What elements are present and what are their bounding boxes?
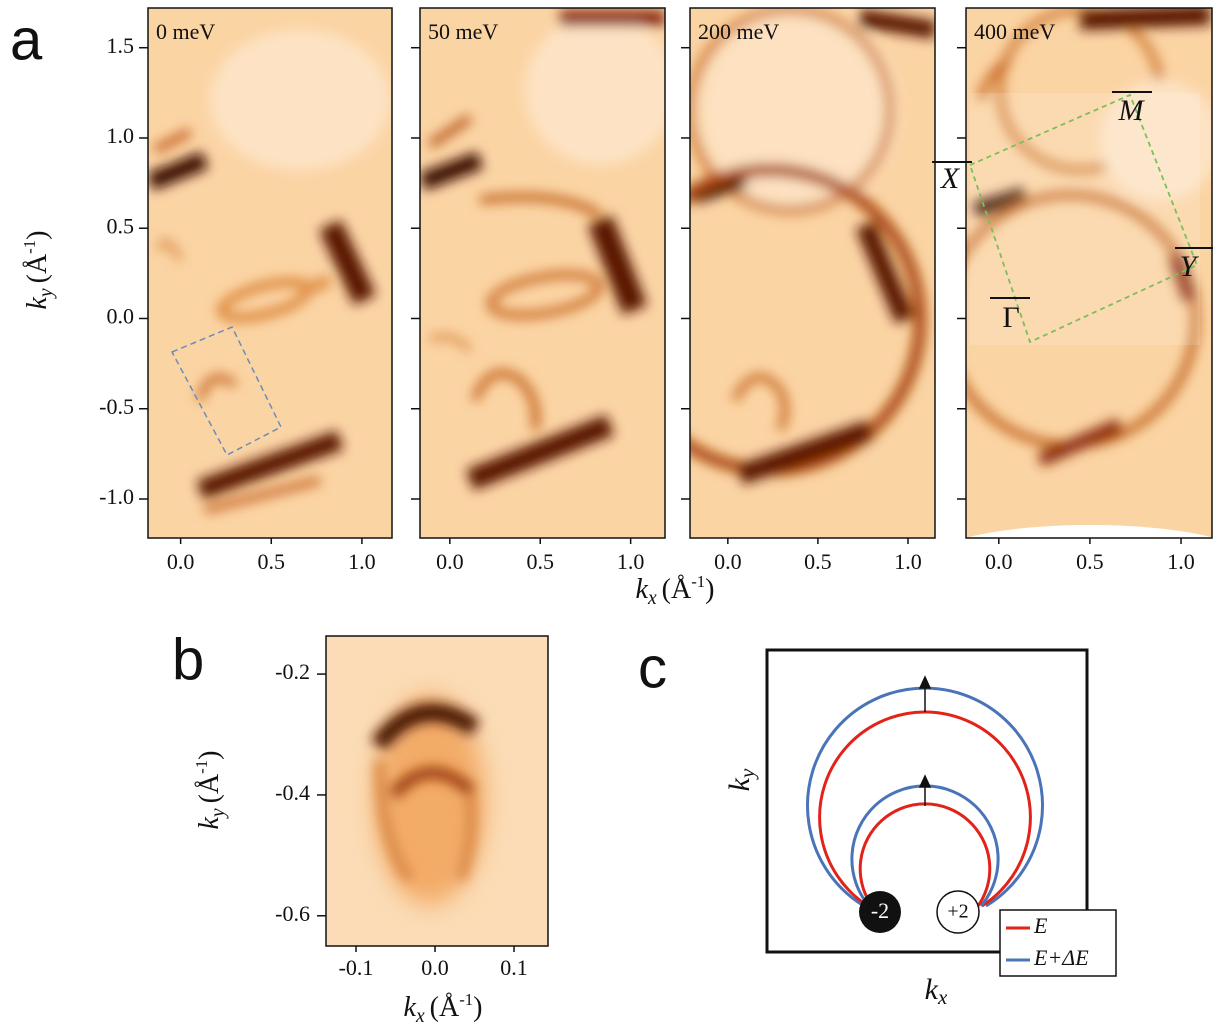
chirality-node (936, 890, 980, 934)
axis-close: ) (194, 751, 225, 760)
axis-unit: (Å (22, 253, 53, 283)
axis-subscript: x (647, 588, 657, 609)
arpes-map (148, 8, 392, 538)
axis-subscript: y (208, 808, 229, 819)
axis-label: kx (Å-1) (636, 572, 715, 609)
y-tick-label: -0.6 (275, 901, 310, 926)
x-tick-label: 0.0 (436, 549, 464, 574)
x-tick-label: 1.0 (617, 549, 645, 574)
y-tick-label: 1.0 (107, 123, 135, 148)
axis-label: ky (723, 768, 759, 791)
x-tick-label: 1.0 (1167, 549, 1195, 574)
x-tick-label: -0.1 (339, 955, 374, 980)
map-title: 50 meV (428, 19, 498, 44)
x-tick-label: 0.0 (714, 549, 742, 574)
axis-label: kx (Å-1) (404, 990, 483, 1027)
axis-symbol: k (925, 973, 939, 1006)
x-tick-label: 0.0 (167, 549, 195, 574)
axis-symbol: k (723, 777, 756, 791)
panel-label: b (172, 627, 204, 692)
legend (999, 909, 1117, 977)
axis-close: ) (22, 231, 53, 240)
axis-exponent: -1 (691, 572, 705, 591)
axis-label: ky (Å-1) (20, 231, 57, 310)
arpes-map (690, 8, 935, 538)
bz-overbars (932, 91, 1213, 299)
panel-label: a (10, 7, 43, 72)
y-tick-label: -1.0 (99, 484, 134, 509)
y-tick-label: 0.5 (107, 213, 135, 238)
charge-label: -2 (871, 898, 889, 923)
axis-exponent: -1 (192, 760, 211, 774)
axis-symbol: k (194, 817, 225, 830)
x-tick-label: 1.0 (894, 549, 922, 574)
x-tick-label: 0.0 (421, 955, 449, 980)
bz-point: Y (1180, 250, 1200, 283)
x-tick-label: 0.5 (258, 549, 286, 574)
y-tick-label: 1.5 (107, 33, 135, 58)
fermi-arc (818, 710, 1032, 908)
legend-label: E+ΔE (1033, 945, 1089, 970)
bz-point: M (1118, 94, 1146, 127)
y-tick-label: -0.4 (275, 780, 310, 805)
x-tick-label: 1.0 (348, 549, 376, 574)
axis-unit: (Å (662, 574, 692, 605)
y-tick-label: -0.2 (275, 659, 310, 684)
axis-exponent: -1 (459, 990, 473, 1009)
arpes-map (326, 636, 548, 946)
axis-symbol: k (404, 992, 417, 1023)
arpes-map (966, 8, 1212, 538)
x-tick-label: 0.5 (804, 549, 832, 574)
y-tick-label: 0.0 (107, 304, 135, 329)
axis-symbol: k (636, 574, 649, 605)
map-title: 0 meV (156, 19, 215, 44)
axis-subscript: x (937, 985, 948, 1009)
frames (147, 7, 1213, 947)
chirality-node (859, 891, 901, 933)
fermi-arc (858, 802, 992, 907)
axis-subscript: y (735, 768, 759, 780)
axis-subscript: x (415, 1006, 425, 1027)
map-title: 400 meV (974, 19, 1055, 44)
arpes-map (420, 8, 665, 538)
charge-label: +2 (947, 901, 968, 923)
arrows (918, 675, 932, 806)
axis-subscript: y (36, 288, 57, 299)
legend-label: E (1033, 913, 1048, 938)
x-tick-label: 0.5 (526, 549, 554, 574)
axis-unit: (Å (430, 992, 460, 1023)
axis-exponent: -1 (20, 240, 39, 254)
bz-point: Γ (1002, 301, 1019, 334)
axis-label: ky (Å-1) (192, 751, 229, 830)
axis-close: ) (473, 992, 482, 1023)
panel-label: c (638, 635, 667, 700)
axis-unit: (Å (194, 773, 225, 803)
x-tick-label: 0.5 (1076, 549, 1104, 574)
y-tick-label: -0.5 (99, 394, 134, 419)
schematic-frame (765, 648, 1089, 954)
axis-symbol: k (22, 297, 53, 310)
map-title: 200 meV (698, 19, 779, 44)
x-tick-label: 0.0 (985, 549, 1013, 574)
axis-label: kx (925, 973, 948, 1009)
axis-close: ) (705, 574, 714, 605)
x-tick-label: 0.1 (500, 955, 528, 980)
bz-point: X (940, 162, 961, 195)
